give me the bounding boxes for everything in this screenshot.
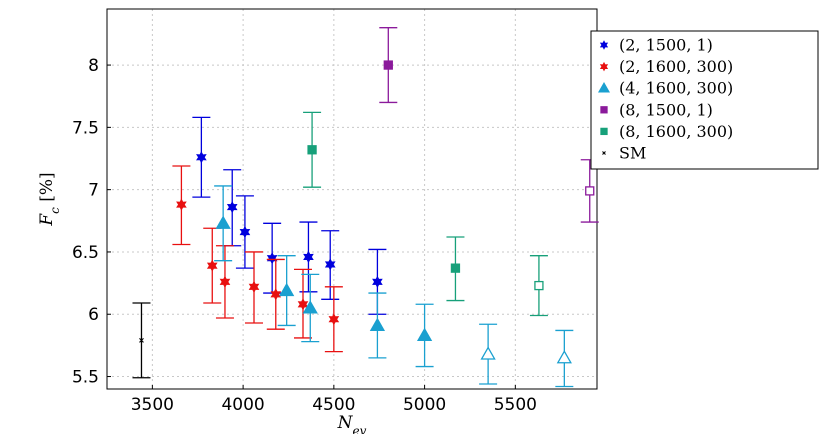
legend-item: (2, 1500, 1)	[599, 36, 713, 55]
legend-item: (8, 1500, 1)	[600, 100, 713, 119]
data-point	[446, 236, 465, 302]
legend-marker	[599, 40, 609, 50]
data-point	[215, 245, 234, 319]
legend-label: SM	[619, 144, 646, 163]
point-marker	[328, 313, 340, 326]
point-marker	[176, 198, 187, 211]
legend-marker	[602, 151, 606, 155]
point-marker	[297, 298, 309, 311]
data-point	[214, 185, 233, 262]
point-marker	[226, 200, 238, 214]
series-0	[192, 116, 387, 315]
data-point	[529, 255, 548, 317]
legend-label: (8, 1500, 1)	[619, 100, 713, 119]
y-tick-label: 7	[88, 181, 99, 201]
legend-box	[590, 30, 819, 170]
point-marker	[239, 225, 251, 239]
data-point	[324, 286, 343, 353]
point-marker	[307, 145, 317, 155]
x-tick-label: 3500	[131, 395, 174, 415]
y-tick-label: 6	[88, 305, 99, 325]
point-marker	[302, 300, 318, 314]
x-axis-label: Nev	[337, 413, 367, 434]
data-point	[245, 251, 263, 324]
legend-marker	[600, 106, 608, 114]
point-marker	[534, 280, 544, 291]
series-1	[172, 165, 343, 353]
legend: (2, 1500, 1) (2, 1600, 300) (4, 1600, 300)…	[590, 30, 819, 170]
point-marker	[248, 280, 260, 293]
legend-item: (8, 1600, 300)	[600, 122, 733, 141]
data-point	[266, 258, 285, 330]
y-axis-label: Fc [%]	[37, 172, 62, 226]
data-point	[277, 255, 296, 327]
axis-ticks: 3500 4000 4500 5000 5500 5.5 6 6.5 7 7.5 8	[72, 56, 537, 415]
data-point	[321, 230, 340, 300]
point-marker	[279, 282, 295, 297]
legend-item: (4, 1600, 300)	[598, 79, 733, 98]
legend-label: (8, 1600, 300)	[619, 122, 733, 141]
data-point	[368, 292, 387, 359]
data-point	[379, 27, 398, 104]
legend-marker	[598, 82, 610, 93]
y-tick-label: 6.5	[72, 243, 99, 263]
legend-label: (2, 1500, 1)	[619, 36, 713, 55]
series-4	[303, 111, 548, 317]
point-marker	[206, 259, 218, 272]
legend-label: (4, 1600, 300)	[619, 79, 733, 98]
x-tick-label: 5500	[494, 395, 537, 415]
point-marker	[369, 317, 386, 331]
point-marker	[303, 250, 314, 264]
y-tick-label: 5.5	[72, 368, 99, 388]
point-marker	[372, 275, 383, 288]
legend-label: (2, 1600, 300)	[619, 57, 733, 76]
point-marker	[450, 263, 461, 273]
data-point	[301, 273, 320, 343]
data-point	[479, 323, 498, 385]
data-point	[192, 116, 211, 198]
point-marker	[416, 327, 433, 341]
data-point	[132, 302, 151, 379]
series-3	[379, 27, 599, 223]
data-point	[235, 195, 254, 269]
data-point	[415, 303, 434, 368]
y-tick-label: 7.5	[72, 118, 99, 138]
series-5	[132, 302, 151, 379]
x-tick-label: 5000	[403, 395, 446, 415]
point-marker	[556, 350, 572, 364]
data-point	[303, 111, 322, 188]
legend-item: (2, 1600, 300)	[599, 57, 733, 76]
point-marker	[383, 60, 393, 70]
point-marker	[270, 288, 282, 301]
series-2	[214, 185, 574, 388]
point-marker	[215, 215, 231, 229]
point-marker	[324, 258, 336, 271]
point-marker	[139, 338, 144, 343]
point-marker	[219, 275, 231, 288]
x-tick-label: 4000	[221, 395, 264, 415]
y-tick-label: 8	[88, 56, 99, 76]
point-marker	[585, 186, 595, 196]
data-layer	[132, 27, 599, 388]
data-point	[294, 268, 312, 339]
x-tick-label: 4500	[312, 395, 355, 415]
legend-marker	[599, 61, 609, 72]
data-point	[555, 329, 574, 388]
legend-item: SM	[602, 144, 646, 163]
point-marker	[480, 346, 496, 360]
point-marker	[196, 151, 207, 164]
plot-frame	[106, 8, 598, 390]
legend-marker	[600, 127, 608, 136]
point-marker	[266, 252, 278, 265]
data-point	[172, 165, 191, 246]
